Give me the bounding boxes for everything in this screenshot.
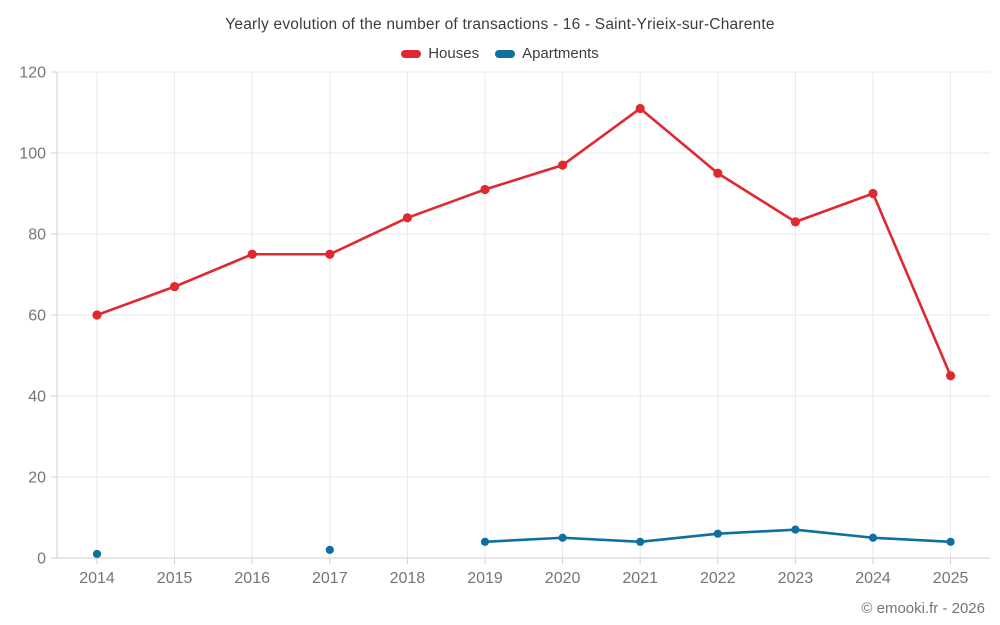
y-axis-label: 0 — [37, 551, 46, 568]
houses-point-2016[interactable] — [247, 249, 257, 259]
chart-title: Yearly evolution of the number of transa… — [225, 16, 775, 33]
houses-point-2014[interactable] — [92, 310, 102, 320]
copyright-footer: © emooki.fr - 2026 — [861, 600, 985, 617]
houses-point-2022[interactable] — [713, 168, 723, 178]
y-axis-label: 40 — [28, 389, 46, 406]
houses-point-2019[interactable] — [480, 184, 490, 195]
x-axis-label: 2016 — [234, 570, 270, 587]
x-axis-label: 2024 — [855, 570, 891, 587]
houses-point-2023[interactable] — [790, 217, 801, 227]
houses-point-2018[interactable] — [402, 213, 412, 223]
x-axis-label: 2021 — [622, 570, 658, 587]
apartments-point-2019[interactable] — [480, 537, 490, 546]
y-axis-label: 120 — [19, 65, 46, 82]
houses-line — [95, 107, 952, 378]
apartments-point-2022[interactable] — [713, 529, 722, 538]
x-axis-label: 2015 — [157, 570, 193, 587]
legend-item-houses[interactable]: Houses — [401, 45, 479, 62]
houses-point-2025[interactable] — [946, 371, 956, 381]
houses-point-2024[interactable] — [868, 188, 878, 199]
houses-point-2015[interactable] — [170, 282, 180, 292]
houses-legend-swatch — [401, 49, 422, 58]
x-axis-label: 2023 — [778, 570, 814, 587]
x-axis-label: 2017 — [312, 570, 348, 587]
houses-point-2017[interactable] — [325, 249, 335, 259]
apartments-point-2023[interactable] — [791, 525, 800, 534]
x-axis-label: 2018 — [390, 570, 426, 587]
houses-point-2021[interactable] — [635, 103, 645, 114]
houses-point-2020[interactable] — [558, 160, 568, 170]
x-axis-label: 2014 — [79, 570, 115, 587]
apartments-point-2024[interactable] — [868, 533, 878, 542]
apartments-point-2017[interactable] — [325, 545, 334, 555]
apartments-point-2020[interactable] — [558, 533, 567, 542]
apartments-point-2021[interactable] — [636, 537, 645, 546]
apartments-point-2025[interactable] — [946, 537, 955, 546]
x-axis-label: 2019 — [467, 570, 503, 587]
y-axis-label: 60 — [28, 308, 46, 325]
apartments-legend-swatch — [495, 49, 516, 58]
y-axis-label: 20 — [28, 470, 46, 487]
y-axis-label: 100 — [19, 146, 46, 163]
x-axis-label: 2020 — [545, 570, 581, 587]
y-axis-label: 80 — [28, 227, 46, 244]
x-axis-label: 2025 — [933, 570, 969, 587]
houses-legend-label: Houses — [428, 45, 480, 62]
x-axis-label: 2022 — [700, 570, 736, 587]
legend-item-apartments[interactable]: Apartments — [495, 45, 599, 62]
apartments-point-2014[interactable] — [92, 549, 102, 559]
apartments-legend-label: Apartments — [522, 45, 599, 62]
legend: Houses Apartments — [0, 45, 1000, 62]
